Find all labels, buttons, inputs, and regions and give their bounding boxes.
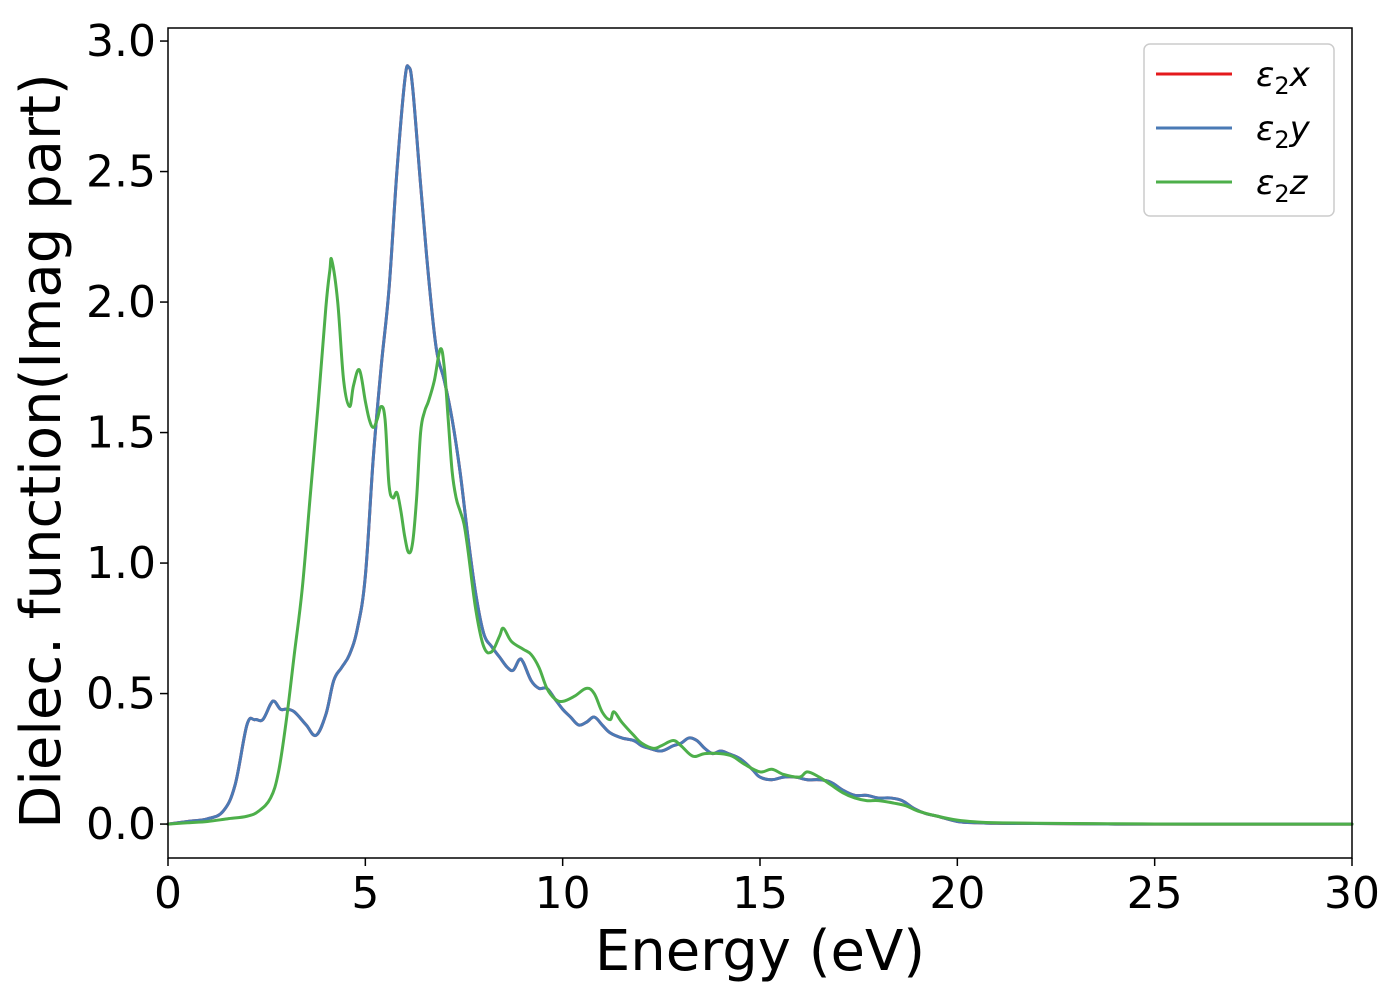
y-tick-label: 2.0 <box>86 277 156 328</box>
y-tick-label: 1.0 <box>86 538 156 589</box>
y-axis: 0.0 0.5 1.0 1.5 2.0 2.5 3.0 <box>86 16 168 850</box>
legend-label: ε2z <box>1256 163 1309 208</box>
x-tick-label: 0 <box>154 868 182 919</box>
y-tick-label: 3.0 <box>86 16 156 67</box>
x-axis: 0 5 10 15 20 25 30 <box>154 858 1380 919</box>
x-tick-label: 5 <box>351 868 379 919</box>
plot-area <box>166 64 1354 826</box>
x-tick-label: 15 <box>732 868 788 919</box>
y-tick-label: 1.5 <box>86 408 156 459</box>
y-tick-label: 0.0 <box>86 799 156 850</box>
y-tick-label: 0.5 <box>86 669 156 720</box>
legend-label: ε2y <box>1256 109 1311 154</box>
x-tick-label: 30 <box>1324 868 1380 919</box>
y-axis-label: Dielec. function(Imag part) <box>9 73 74 829</box>
x-tick-label: 10 <box>535 868 591 919</box>
x-axis-label: Energy (eV) <box>595 919 925 984</box>
legend-label: ε2x <box>1256 55 1311 100</box>
x-tick-label: 25 <box>1127 868 1183 919</box>
series-line-z <box>166 256 1354 826</box>
legend: ε2x ε2y ε2z <box>1143 43 1335 217</box>
legend-box <box>1143 43 1335 217</box>
y-tick-label: 2.5 <box>86 147 156 198</box>
x-tick-label: 20 <box>929 868 985 919</box>
